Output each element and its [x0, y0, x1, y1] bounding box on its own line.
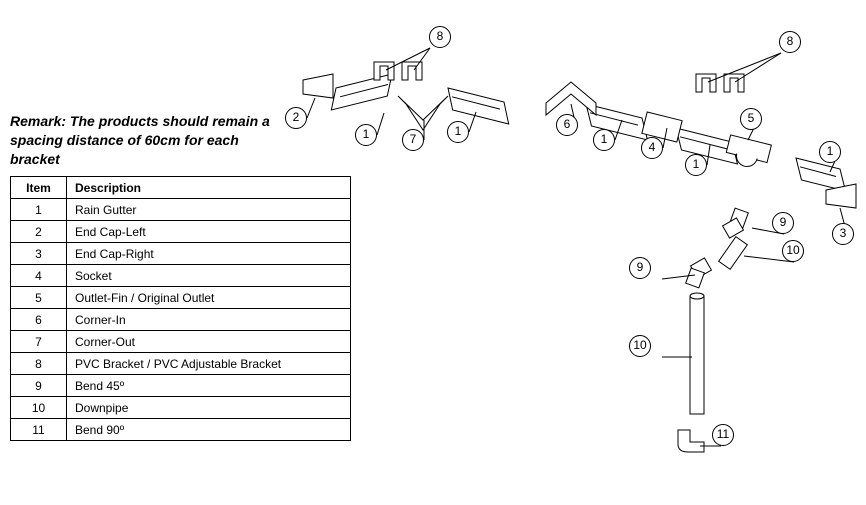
- item-cell: 8: [11, 353, 67, 375]
- header-item: Item: [11, 177, 67, 199]
- item-cell: 4: [11, 265, 67, 287]
- item-cell: 5: [11, 287, 67, 309]
- remark-text: Remark: The products should remain a spa…: [10, 112, 270, 169]
- callout-8: 8: [429, 26, 451, 48]
- callout-2: 2: [285, 107, 307, 129]
- callout-6: 6: [556, 114, 578, 136]
- table-row: 7Corner-Out: [11, 331, 351, 353]
- table-row: 8PVC Bracket / PVC Adjustable Bracket: [11, 353, 351, 375]
- callout-10: 10: [629, 335, 651, 357]
- callout-1: 1: [355, 124, 377, 146]
- item-cell: 6: [11, 309, 67, 331]
- callout-9: 9: [629, 257, 651, 279]
- callout-7: 7: [402, 129, 424, 151]
- callout-1: 1: [447, 121, 469, 143]
- desc-cell: Bend 45º: [67, 375, 351, 397]
- desc-cell: Corner-Out: [67, 331, 351, 353]
- callout-11: 11: [712, 424, 734, 446]
- table-row: 5Outlet-Fin / Original Outlet: [11, 287, 351, 309]
- item-cell: 3: [11, 243, 67, 265]
- callout-1: 1: [819, 141, 841, 163]
- item-cell: 2: [11, 221, 67, 243]
- desc-cell: Socket: [67, 265, 351, 287]
- table-row: 4Socket: [11, 265, 351, 287]
- callout-4: 4: [641, 137, 663, 159]
- item-cell: 7: [11, 331, 67, 353]
- item-cell: 11: [11, 419, 67, 441]
- header-description: Description: [67, 177, 351, 199]
- table-row: 6Corner-In: [11, 309, 351, 331]
- table-row: 1Rain Gutter: [11, 199, 351, 221]
- desc-cell: Corner-In: [67, 309, 351, 331]
- table-header-row: Item Description: [11, 177, 351, 199]
- table-row: 3End Cap-Right: [11, 243, 351, 265]
- item-cell: 9: [11, 375, 67, 397]
- desc-cell: Rain Gutter: [67, 199, 351, 221]
- desc-cell: PVC Bracket / PVC Adjustable Bracket: [67, 353, 351, 375]
- table-row: 9Bend 45º: [11, 375, 351, 397]
- callout-1: 1: [685, 154, 707, 176]
- desc-cell: End Cap-Left: [67, 221, 351, 243]
- callout-9: 9: [772, 212, 794, 234]
- table-row: 10Downpipe: [11, 397, 351, 419]
- item-cell: 10: [11, 397, 67, 419]
- desc-cell: Outlet-Fin / Original Outlet: [67, 287, 351, 309]
- table-row: 11Bend 90º: [11, 419, 351, 441]
- desc-cell: End Cap-Right: [67, 243, 351, 265]
- callout-10: 10: [782, 240, 804, 262]
- callout-8: 8: [779, 31, 801, 53]
- item-cell: 1: [11, 199, 67, 221]
- desc-cell: Bend 90º: [67, 419, 351, 441]
- callout-5: 5: [740, 108, 762, 130]
- table-row: 2End Cap-Left: [11, 221, 351, 243]
- callout-3: 3: [832, 223, 854, 245]
- desc-cell: Downpipe: [67, 397, 351, 419]
- parts-table: Item Description 1Rain Gutter2End Cap-Le…: [10, 176, 351, 441]
- callout-1: 1: [593, 129, 615, 151]
